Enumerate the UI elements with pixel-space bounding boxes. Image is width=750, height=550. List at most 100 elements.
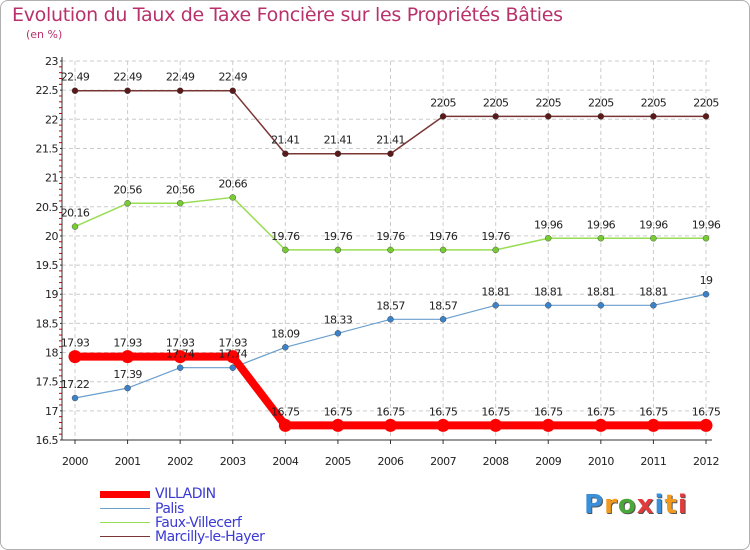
data-point-villadin — [278, 418, 292, 432]
data-label-marcilly-le-hayer: 2205 — [641, 96, 667, 109]
y-tick-label: 17.5 — [36, 376, 59, 389]
data-point-villadin — [384, 418, 397, 432]
data-label-faux-villecerf: 19.76 — [376, 230, 405, 243]
data-label-faux-villecerf: 19.76 — [481, 230, 510, 243]
x-tick-label: 2005 — [325, 455, 351, 468]
data-label-palis: 19 — [700, 274, 713, 287]
data-label-faux-villecerf: 20.56 — [113, 183, 142, 196]
data-point-marcilly-le-hayer — [492, 113, 499, 120]
data-label-marcilly-le-hayer: 2205 — [588, 96, 614, 109]
x-tick-label: 2001 — [115, 455, 141, 468]
y-tick-label: 19.5 — [36, 259, 59, 272]
data-point-faux-villecerf — [176, 200, 184, 207]
legend-label-marcilly-le-hayer: Marcilly-le-Hayer — [155, 529, 265, 545]
x-tick-label: 2006 — [378, 455, 404, 468]
data-label-villadin: 16.75 — [376, 405, 405, 418]
data-point-marcilly-le-hayer — [71, 87, 79, 94]
data-point-marcilly-le-hayer — [439, 113, 447, 120]
data-label-marcilly-le-hayer: 21.41 — [376, 134, 405, 147]
data-label-villadin: 16.75 — [324, 405, 353, 418]
data-point-villadin — [68, 350, 82, 364]
data-label-faux-villecerf: 19.96 — [534, 218, 563, 231]
data-point-faux-villecerf — [545, 235, 552, 242]
x-tick-label: 2012 — [693, 455, 719, 468]
data-label-marcilly-le-hayer: 22.49 — [113, 71, 142, 84]
data-point-villadin — [489, 418, 503, 432]
data-point-palis — [492, 302, 499, 309]
data-point-palis — [334, 330, 342, 337]
data-point-villadin — [646, 418, 660, 432]
chart-title: Evolution du Taux de Taxe Foncière sur l… — [12, 4, 563, 26]
x-tick-label: 2003 — [220, 455, 246, 468]
data-point-faux-villecerf — [439, 246, 447, 254]
data-label-faux-villecerf: 20.16 — [61, 207, 90, 220]
data-label-palis: 18.33 — [324, 313, 353, 326]
data-point-faux-villecerf — [229, 194, 236, 201]
data-label-palis: 18.57 — [376, 299, 405, 312]
data-point-palis — [702, 291, 710, 298]
data-point-palis — [71, 394, 79, 402]
data-label-marcilly-le-hayer: 21.41 — [271, 134, 300, 147]
y-tick-label: 18.5 — [36, 317, 59, 330]
y-tick-label: 21.5 — [36, 142, 59, 155]
data-label-villadin: 16.75 — [481, 405, 510, 418]
data-point-palis — [439, 316, 447, 323]
data-point-palis — [387, 316, 394, 323]
x-tick-label: 2007 — [430, 455, 456, 468]
logo-letter: P — [584, 490, 605, 520]
data-point-marcilly-le-hayer — [176, 87, 184, 94]
data-label-villadin: 17.93 — [219, 337, 248, 350]
y-tick-label: 22 — [45, 113, 58, 126]
logo-letter: r — [604, 490, 618, 520]
logo-letter: t — [664, 490, 678, 520]
data-label-villadin: 16.75 — [271, 405, 300, 418]
data-label-palis: 17.74 — [166, 348, 195, 361]
data-label-faux-villecerf: 19.96 — [587, 218, 616, 231]
x-tick-label: 2000 — [62, 455, 88, 468]
data-point-faux-villecerf — [492, 246, 499, 254]
data-point-marcilly-le-hayer — [229, 87, 236, 94]
data-point-faux-villecerf — [702, 235, 710, 242]
data-label-villadin: 16.75 — [692, 405, 721, 418]
data-label-palis: 18.81 — [587, 285, 616, 298]
data-point-marcilly-le-hayer — [387, 150, 394, 157]
data-point-marcilly-le-hayer — [124, 87, 131, 94]
data-label-marcilly-le-hayer: 2205 — [430, 96, 456, 109]
x-tick-label: 2008 — [483, 455, 509, 468]
data-point-faux-villecerf — [597, 235, 605, 242]
data-point-villadin — [541, 418, 555, 432]
data-labels: 17.93 17.93 17.93 17.93 16.75 16.75 16.75 16.75… — [61, 71, 722, 419]
y-tick-label: 21 — [45, 172, 58, 185]
data-point-villadin — [436, 418, 450, 432]
data-label-villadin: 17.93 — [113, 337, 142, 350]
data-label-palis: 17.74 — [219, 348, 248, 361]
data-point-villadin — [173, 350, 187, 364]
data-label-marcilly-le-hayer: 21.41 — [324, 134, 353, 147]
y-tick-label: 23 — [45, 55, 58, 68]
data-label-marcilly-le-hayer: 22.49 — [61, 71, 90, 84]
data-label-villadin: 16.75 — [639, 405, 668, 418]
data-label-faux-villecerf: 19.76 — [429, 230, 458, 243]
y-tick-label: 16.5 — [36, 434, 59, 447]
legend-label-villadin: VILLADIN — [155, 486, 216, 502]
data-point-palis — [124, 384, 131, 392]
data-point-marcilly-le-hayer — [650, 113, 657, 120]
data-label-marcilly-le-hayer: 22.49 — [166, 71, 195, 84]
x-tick-label: 2009 — [535, 455, 561, 468]
data-point-palis — [650, 302, 657, 309]
data-point-faux-villecerf — [282, 246, 289, 254]
x-tick-label: 2004 — [272, 455, 298, 468]
chart-subtitle: (en %) — [26, 28, 63, 41]
data-point-villadin — [699, 418, 713, 432]
data-point-faux-villecerf — [387, 246, 394, 254]
data-point-villadin — [121, 350, 135, 364]
series-layer — [68, 87, 713, 432]
data-label-villadin: 17.93 — [166, 337, 195, 350]
data-label-marcilly-le-hayer: 2205 — [693, 96, 719, 109]
data-label-villadin: 16.75 — [587, 405, 616, 418]
data-label-marcilly-le-hayer: 2205 — [535, 96, 561, 109]
data-point-palis — [229, 364, 236, 371]
y-tick-label: 17 — [45, 405, 58, 418]
y-tick-label: 19 — [45, 288, 58, 301]
